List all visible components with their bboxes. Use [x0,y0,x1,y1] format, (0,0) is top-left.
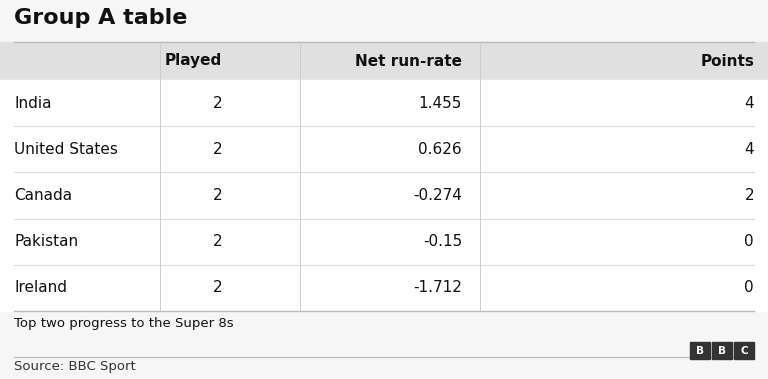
Text: -0.274: -0.274 [413,188,462,203]
Bar [0,42,768,80]
Text: United States: United States [14,142,118,157]
Text: C: C [740,346,748,356]
Text: -1.712: -1.712 [413,280,462,295]
Text: 4: 4 [744,96,754,111]
Text: B: B [718,346,726,356]
Text: Source: BBC Sport: Source: BBC Sport [14,360,136,373]
Bar [734,342,754,359]
Text: Pakistan: Pakistan [14,234,78,249]
Text: 0: 0 [744,280,754,295]
Text: 2: 2 [213,188,222,203]
Bar [0,219,768,265]
Text: 0: 0 [744,234,754,249]
Text: 2: 2 [213,234,222,249]
Text: 1.455: 1.455 [419,96,462,111]
Text: -0.15: -0.15 [422,234,462,249]
Bar [0,80,768,126]
Bar [712,342,732,359]
Text: 4: 4 [744,142,754,157]
Bar [0,126,768,172]
Text: 2: 2 [213,96,222,111]
Text: B: B [696,346,704,356]
Text: Ireland: Ireland [14,280,67,295]
Text: Top two progress to the Super 8s: Top two progress to the Super 8s [14,317,233,330]
Bar [0,172,768,219]
Text: Points: Points [700,53,754,69]
Bar [0,265,768,311]
Text: 2: 2 [213,280,222,295]
Text: 0.626: 0.626 [419,142,462,157]
Text: Net run-rate: Net run-rate [355,53,462,69]
Text: Group A table: Group A table [14,8,187,28]
Bar [690,342,710,359]
Text: Played: Played [165,53,222,69]
Text: 2: 2 [213,142,222,157]
Text: India: India [14,96,51,111]
Text: Canada: Canada [14,188,72,203]
Text: 2: 2 [744,188,754,203]
